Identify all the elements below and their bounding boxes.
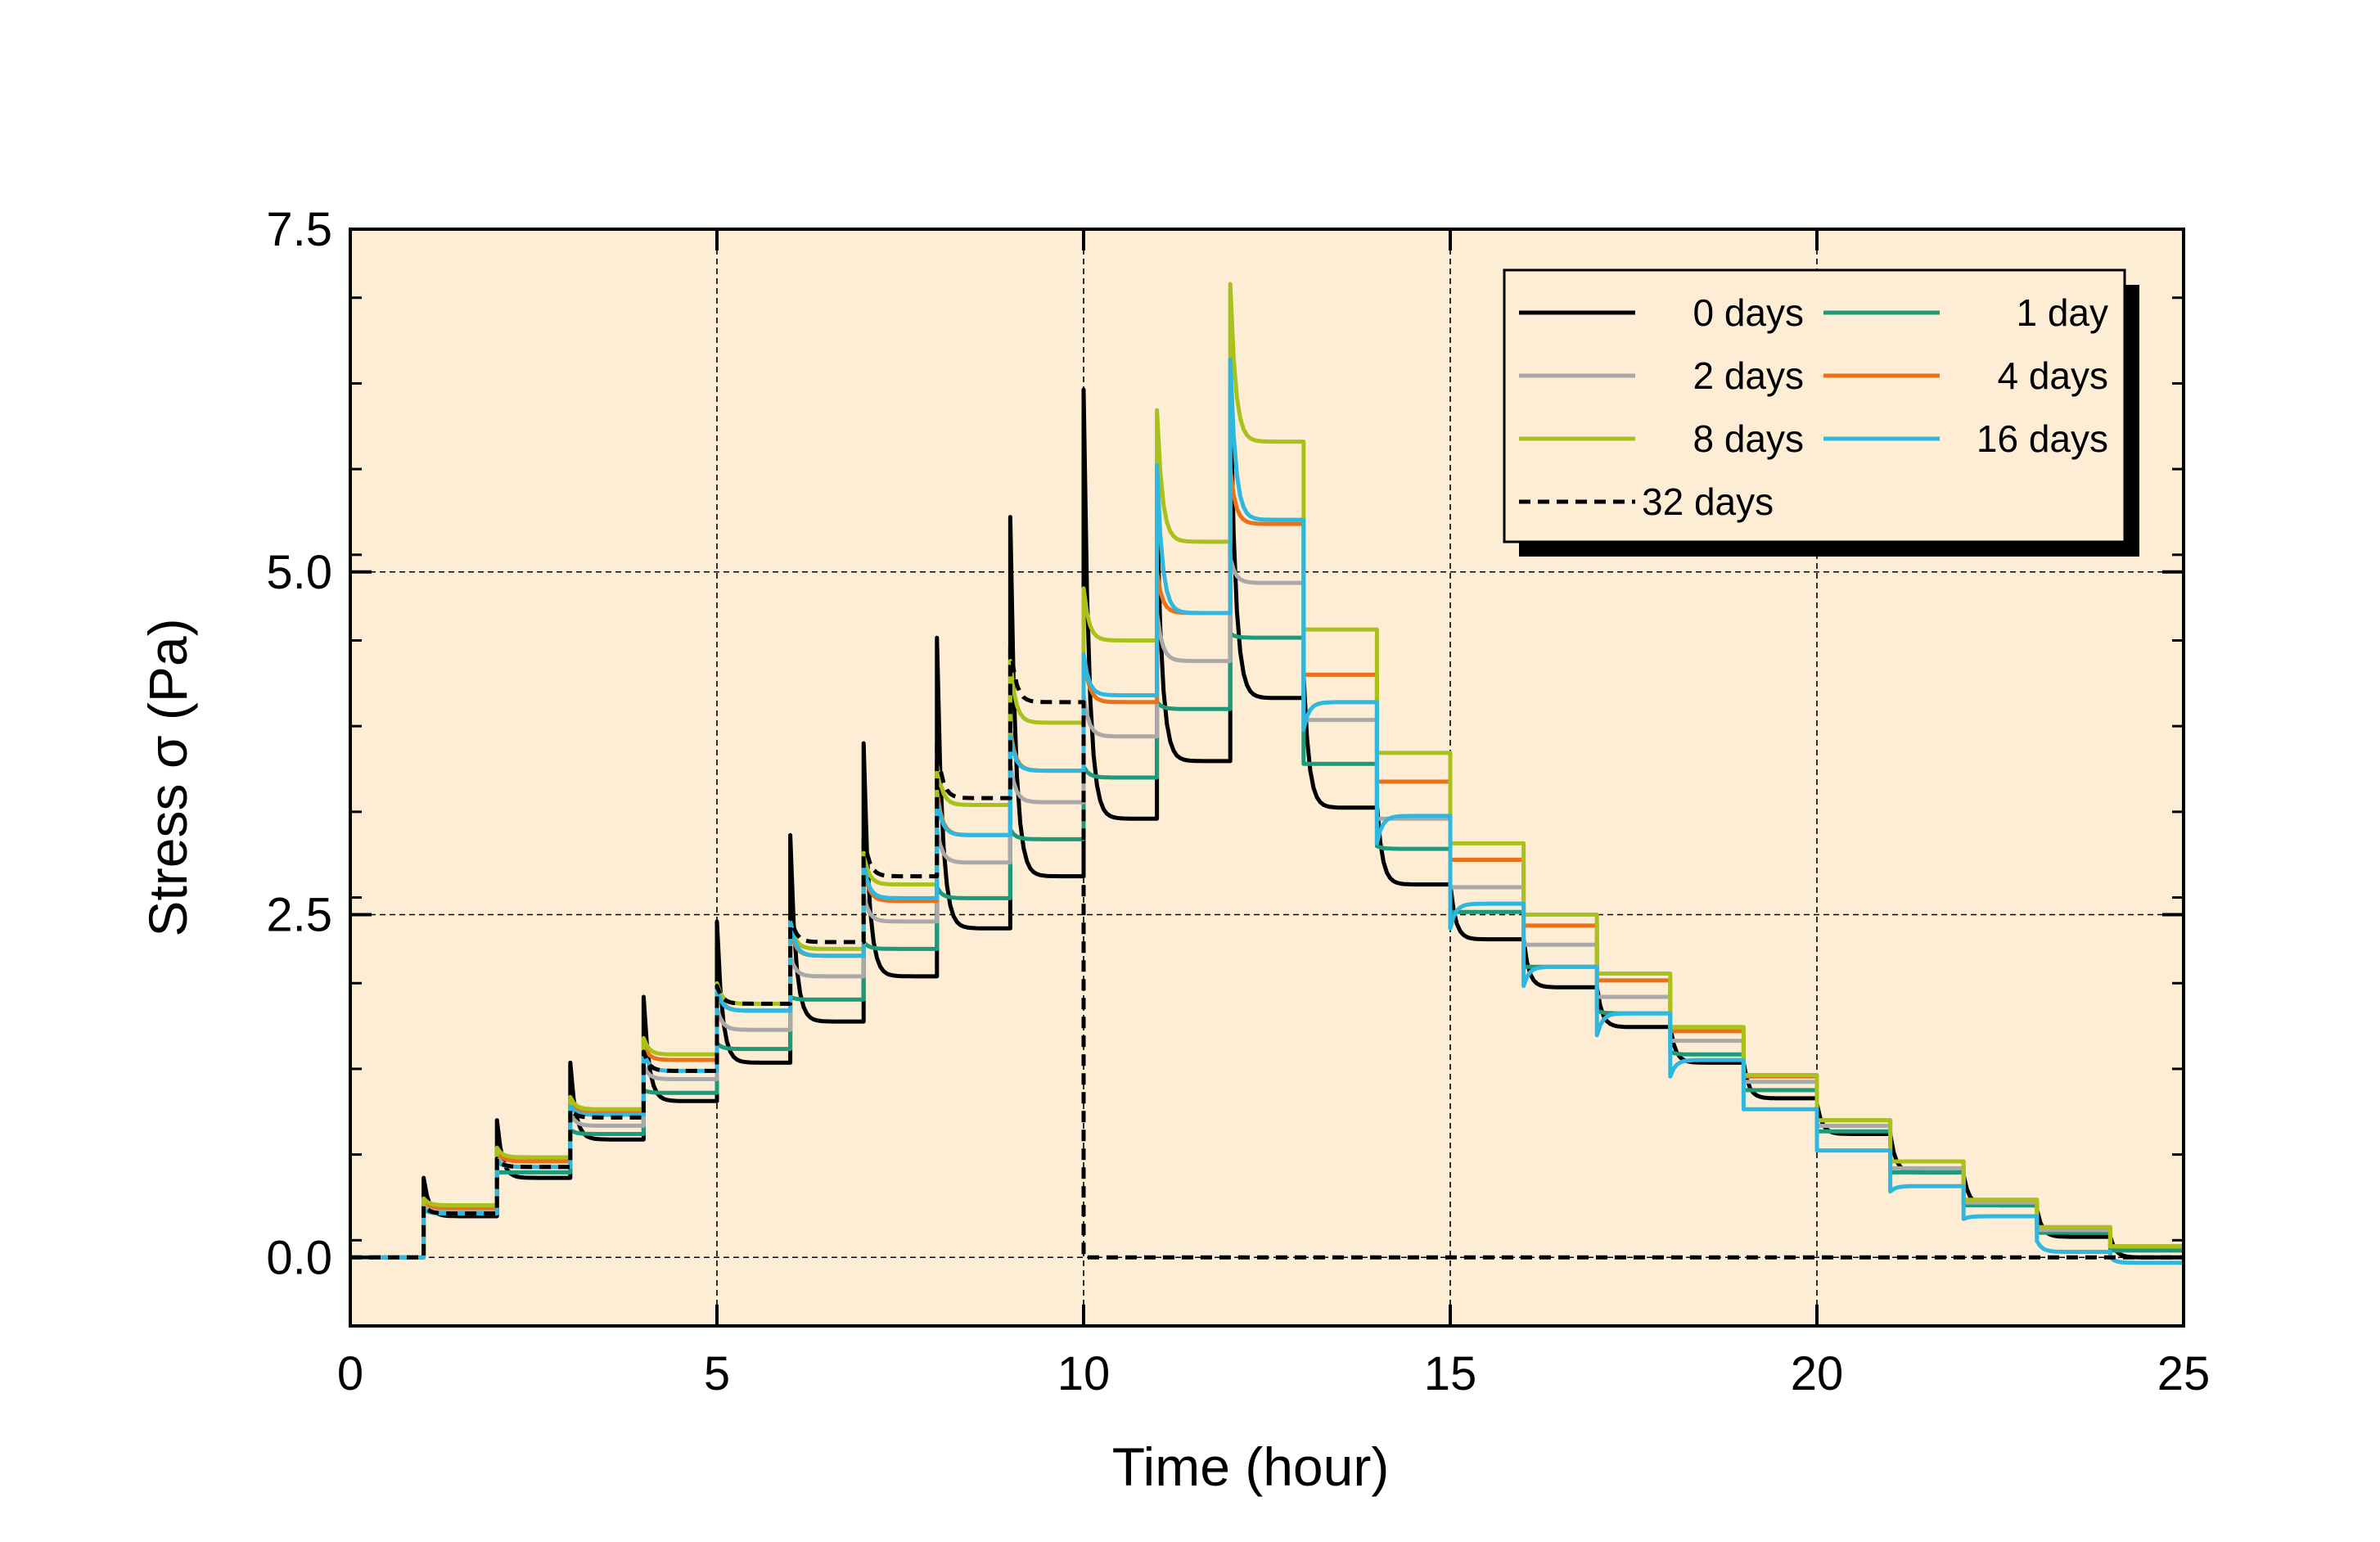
series-2-days-legend-label: 2 days <box>1693 354 1804 397</box>
x-tick-label: 5 <box>704 1347 730 1400</box>
x-tick-label: 25 <box>2157 1347 2211 1400</box>
x-tick-label: 15 <box>1424 1347 1477 1400</box>
tick-labels: 0 5 10 15 20 25 0.0 2.5 5.0 7.5 <box>266 203 2210 1400</box>
y-tick-label: 7.5 <box>266 203 332 256</box>
y-tick-label: 5.0 <box>266 546 332 599</box>
axis-ticks <box>349 228 2185 1328</box>
series-0-days-legend-label: 0 days <box>1693 291 1804 334</box>
legend-box <box>1503 268 2126 543</box>
series-16-days-legend-label: 16 days <box>1977 417 2108 460</box>
series-8-days-legend-label: 8 days <box>1693 417 1804 460</box>
y-axis-title: Stress σ (Pa) <box>137 618 198 936</box>
series-32-days-legend-label: 32 days <box>1642 480 1774 523</box>
series-1-day-legend-label: 1 day <box>2016 291 2108 334</box>
series-4-days-legend-label: 4 days <box>1997 354 2108 397</box>
legend: 0 days 1 day 2 days 4 days 8 days 16 days 32 d… <box>1503 268 2139 557</box>
series-layer <box>350 282 2184 1265</box>
series-8-days-line <box>350 282 2184 1260</box>
plot-frame <box>349 228 2185 1328</box>
x-axis-title: Time (hour) <box>1112 1436 1390 1497</box>
y-tick-label: 2.5 <box>266 889 332 942</box>
x-tick-label: 0 <box>337 1347 363 1400</box>
series-0-days-line <box>350 385 2184 1260</box>
x-tick-label: 10 <box>1057 1347 1111 1400</box>
y-tick-label: 0.0 <box>266 1231 332 1284</box>
series-32-days-line <box>350 638 2184 1260</box>
x-tick-label: 20 <box>1791 1347 1844 1400</box>
